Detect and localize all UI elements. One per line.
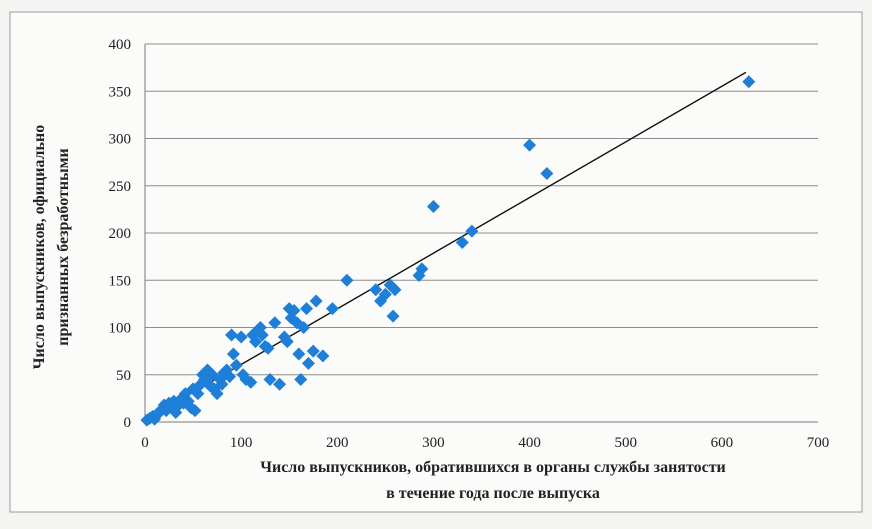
data-point	[255, 328, 269, 342]
data-point	[325, 302, 339, 316]
x-tick-label: 0	[141, 435, 149, 451]
data-point	[261, 341, 275, 355]
axis-layer: 0 50 100 150 200 250 300 350 400 0 100 200 300 400 500…	[109, 37, 830, 451]
x-axis-title-line-1: Число выпускников, обратившихся в органы…	[260, 459, 726, 476]
data-point	[273, 377, 287, 391]
chart-frame	[9, 11, 863, 513]
y-axis-title-line-2: признанных безработными	[55, 148, 72, 345]
data-point	[523, 138, 537, 152]
data-point	[287, 303, 301, 317]
data-point	[386, 309, 400, 323]
data-point	[249, 335, 263, 349]
data-point	[191, 387, 205, 401]
y-tick-label: 100	[109, 321, 132, 337]
data-point	[210, 387, 224, 401]
x-tick-label: 600	[711, 435, 734, 451]
y-tick-label: 250	[109, 179, 132, 195]
data-point	[268, 316, 282, 330]
data-point	[215, 377, 229, 391]
data-point	[294, 372, 308, 386]
data-point	[465, 224, 479, 238]
data-point	[306, 344, 320, 358]
data-point	[234, 330, 248, 344]
points-layer	[140, 75, 756, 427]
data-point	[378, 287, 392, 301]
x-tick-label: 300	[422, 435, 445, 451]
data-point	[188, 404, 202, 418]
y-tick-label: 150	[109, 273, 132, 289]
data-point	[316, 349, 330, 363]
data-point	[226, 347, 240, 361]
x-tick-label: 200	[326, 435, 349, 451]
data-point	[742, 75, 756, 89]
y-axis-title-line-1: Число выпускников, официально	[31, 125, 48, 369]
data-point	[455, 235, 469, 249]
y-tick-label: 50	[116, 368, 131, 384]
y-tick-label: 350	[109, 84, 132, 100]
x-tick-label: 400	[518, 435, 541, 451]
data-point	[415, 262, 429, 276]
data-point	[309, 294, 323, 308]
data-point	[297, 321, 311, 334]
y-tick-label: 0	[124, 415, 132, 431]
trendline	[144, 71, 747, 421]
data-point	[369, 283, 383, 297]
data-point	[340, 273, 354, 287]
data-point	[280, 335, 294, 349]
trendline-layer	[144, 71, 747, 421]
y-tick-label: 200	[109, 226, 132, 242]
x-tick-label: 700	[807, 435, 830, 451]
data-point	[540, 166, 554, 180]
data-point	[426, 200, 440, 214]
data-point	[223, 370, 237, 384]
data-point	[292, 347, 306, 361]
data-point	[244, 375, 258, 389]
data-point	[300, 302, 314, 316]
data-point	[225, 328, 239, 342]
x-tick-label: 500	[614, 435, 637, 451]
label-layer: Число выпускников, обратившихся в органы…	[31, 125, 726, 502]
data-point	[388, 283, 402, 297]
y-tick-label: 400	[109, 37, 132, 53]
data-point	[301, 356, 315, 370]
x-axis-title-line-2: в течение года после выпуска	[386, 485, 600, 502]
x-tick-label: 100	[230, 435, 253, 451]
data-point	[229, 358, 243, 372]
y-tick-label: 300	[109, 132, 132, 148]
data-point	[263, 372, 277, 386]
